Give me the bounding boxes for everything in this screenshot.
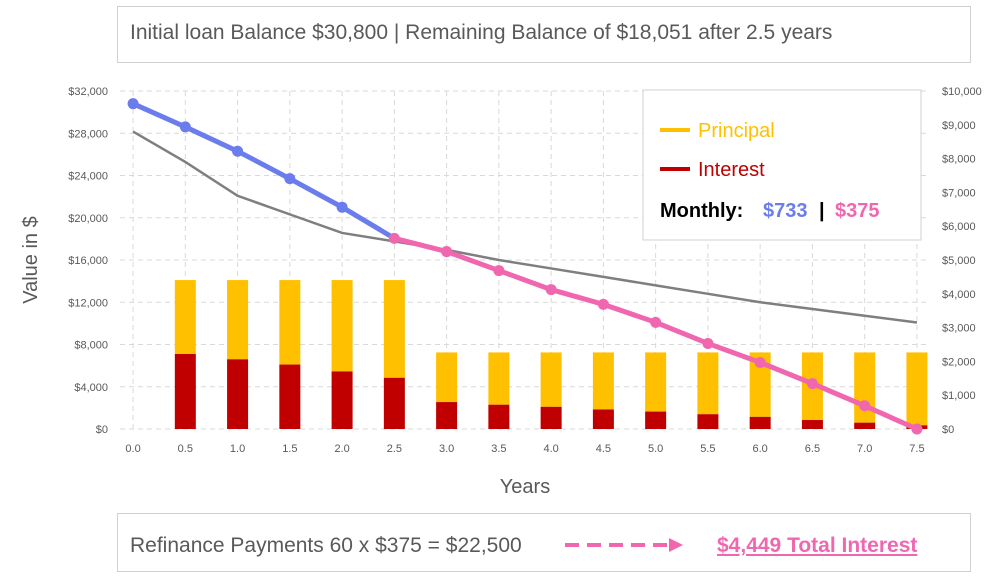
interest-bar bbox=[436, 402, 458, 429]
interest-bar bbox=[801, 420, 823, 429]
x-tick-label: 0.5 bbox=[178, 443, 193, 455]
original-balance-point bbox=[232, 145, 244, 157]
refinance-balance-point bbox=[493, 265, 505, 277]
interest-bar bbox=[645, 411, 667, 429]
refinance-balance-point bbox=[388, 232, 400, 244]
legend-separator: | bbox=[819, 200, 825, 222]
interest-bar bbox=[488, 404, 510, 429]
original-balance-point bbox=[127, 98, 139, 110]
refinance-summary-box: Refinance Payments 60 x $375 = $22,500 $… bbox=[117, 513, 971, 572]
y2-tick-label: $2,000 bbox=[942, 356, 976, 368]
interest-bar bbox=[697, 414, 719, 429]
principal-bar bbox=[906, 352, 928, 426]
interest-bar bbox=[749, 416, 771, 429]
legend-interest-label: Interest bbox=[698, 159, 765, 181]
interest-bar bbox=[331, 371, 353, 429]
original-balance-point bbox=[336, 201, 348, 213]
y2-tick-label: $9,000 bbox=[942, 120, 976, 132]
x-tick-label: 5.5 bbox=[700, 443, 715, 455]
y-tick-label: $28,000 bbox=[68, 128, 108, 140]
refinance-balance-point bbox=[650, 316, 662, 328]
legend-monthly-refi: $375 bbox=[835, 200, 880, 222]
y-tick-label: $20,000 bbox=[68, 213, 108, 225]
x-tick-label: 1.0 bbox=[230, 443, 245, 455]
y-tick-label: $0 bbox=[96, 424, 108, 436]
comparison-balance-line bbox=[132, 130, 918, 324]
original-balance-point bbox=[179, 121, 191, 133]
x-tick-label: 2.5 bbox=[387, 443, 402, 455]
principal-bar bbox=[697, 352, 719, 415]
principal-bar bbox=[488, 352, 510, 405]
interest-bar bbox=[854, 422, 876, 429]
principal-bar bbox=[749, 352, 771, 417]
original-balance-point bbox=[284, 173, 296, 185]
principal-bar bbox=[227, 280, 249, 360]
principal-bar bbox=[854, 352, 876, 423]
x-tick-label: 7.5 bbox=[909, 443, 924, 455]
legend-principal-label: Principal bbox=[698, 120, 775, 142]
x-axis-title: Years bbox=[500, 476, 550, 498]
x-tick-label: 2.0 bbox=[334, 443, 349, 455]
total-interest-link[interactable]: $4,449 Total Interest bbox=[717, 534, 918, 557]
y2-tick-label: $3,000 bbox=[942, 323, 976, 335]
principal-bar bbox=[174, 280, 196, 355]
y-tick-label: $32,000 bbox=[68, 86, 108, 98]
y2-tick-label: $1,000 bbox=[942, 390, 976, 402]
x-tick-label: 4.5 bbox=[596, 443, 611, 455]
refinance-balance-point bbox=[441, 246, 453, 258]
y-tick-label: $24,000 bbox=[68, 171, 108, 183]
x-tick-label: 3.5 bbox=[491, 443, 506, 455]
legend-monthly-original: $733 bbox=[763, 200, 808, 222]
refinance-balance-point bbox=[597, 298, 609, 310]
interest-bar bbox=[279, 364, 301, 429]
interest-bar bbox=[174, 354, 196, 429]
y2-tick-label: $4,000 bbox=[942, 289, 976, 301]
y2-tick-label: $10,000 bbox=[942, 86, 982, 98]
principal-bar bbox=[436, 352, 458, 403]
principal-bar bbox=[592, 352, 614, 410]
x-tick-label: 7.0 bbox=[857, 443, 872, 455]
y2-tick-label: $8,000 bbox=[942, 154, 976, 166]
legend-box bbox=[642, 89, 922, 241]
x-tick-label: 6.5 bbox=[805, 443, 820, 455]
x-tick-label: 5.0 bbox=[648, 443, 663, 455]
y-tick-label: $8,000 bbox=[74, 340, 108, 352]
legend-monthly-label: Monthly: bbox=[660, 200, 743, 222]
principal-bar bbox=[279, 280, 301, 365]
x-tick-label: 0.0 bbox=[125, 443, 140, 455]
x-tick-label: 1.5 bbox=[282, 443, 297, 455]
dashed-arrow-icon bbox=[565, 538, 683, 552]
x-tick-label: 6.0 bbox=[753, 443, 768, 455]
x-tick-label: 3.0 bbox=[439, 443, 454, 455]
interest-bar bbox=[540, 406, 562, 429]
interest-bar bbox=[592, 409, 614, 429]
y2-tick-label: $6,000 bbox=[942, 221, 976, 233]
y-tick-label: $16,000 bbox=[68, 255, 108, 267]
principal-bar bbox=[383, 280, 405, 378]
refinance-balance-point bbox=[911, 423, 923, 435]
principal-bar bbox=[540, 352, 562, 407]
principal-bar bbox=[331, 280, 353, 372]
y2-tick-label: $0 bbox=[942, 424, 954, 436]
refinance-balance-point bbox=[859, 400, 871, 412]
y2-tick-label: $7,000 bbox=[942, 187, 976, 199]
refinance-balance-point bbox=[545, 284, 557, 296]
y-axis-title: Value in $ bbox=[20, 216, 42, 303]
refinance-balance-point bbox=[754, 356, 766, 368]
interest-bar bbox=[227, 359, 249, 429]
principal-bar bbox=[645, 352, 667, 412]
y2-tick-label: $5,000 bbox=[942, 255, 976, 267]
refinance-payments-text: Refinance Payments 60 x $375 = $22,500 bbox=[130, 534, 522, 557]
y-tick-label: $4,000 bbox=[74, 382, 108, 394]
x-tick-label: 4.0 bbox=[543, 443, 558, 455]
original-balance-line bbox=[132, 101, 396, 241]
loan-chart: $0 $4,000 $8,000 $12,000 $16,000 $20,000 $24,0… bbox=[20, 86, 982, 498]
loan-summary-box: Initial loan Balance $30,800 | Remaining… bbox=[117, 6, 971, 63]
refinance-balance-point bbox=[806, 378, 818, 390]
y-tick-label: $12,000 bbox=[68, 297, 108, 309]
interest-bar bbox=[383, 377, 405, 429]
loan-summary-text: Initial loan Balance $30,800 | Remaining… bbox=[130, 21, 833, 44]
refinance-balance-point bbox=[702, 337, 714, 349]
